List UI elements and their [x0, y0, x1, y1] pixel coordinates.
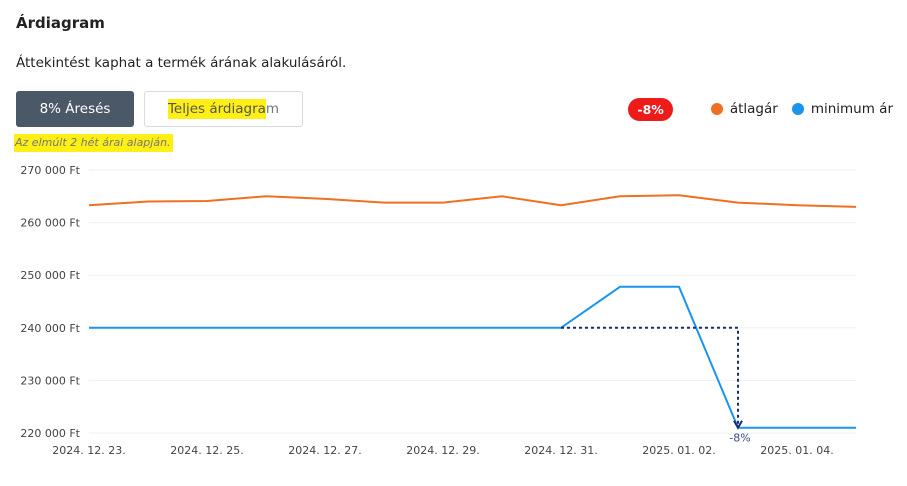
x-tick-label: 2025. 01. 04.: [760, 444, 833, 457]
minimum-dot-icon: [791, 103, 804, 115]
x-tick-label: 2024. 12. 27.: [288, 444, 361, 457]
y-tick-label: 220 000 Ft: [20, 427, 80, 440]
price-drop-button[interactable]: 8% Áresés: [16, 91, 134, 127]
page-subtitle: Áttekintést kaphat a termék árának alaku…: [16, 55, 347, 71]
minimum-price-line: [89, 285, 856, 429]
x-tick-label: 2025. 01. 02.: [642, 444, 715, 457]
average-dot-icon: [710, 103, 723, 115]
price-basis-note: Az elmúlt 2 hét árai alapján.: [14, 134, 173, 152]
y-tick-label: 240 000 Ft: [20, 322, 80, 335]
full-price-chart-button[interactable]: Teljes árdiagra m: [144, 91, 303, 127]
legend-average-label: átlagár: [729, 101, 778, 117]
drop-annotation-line: [561, 326, 739, 424]
x-tick-label: 2024. 12. 23.: [52, 444, 125, 457]
x-tick-label: 2024. 12. 29.: [406, 444, 479, 457]
x-tick-label: 2024. 12. 25.: [170, 444, 243, 457]
y-tick-label: 270 000 Ft: [20, 164, 80, 177]
legend-average[interactable]: átlagár: [710, 101, 778, 117]
drop-arrow-icon: [733, 420, 743, 430]
price-drop-button-label: 8% Áresés: [39, 101, 111, 117]
y-tick-label: 250 000 Ft: [20, 269, 80, 282]
price-drop-badge: -8%: [628, 97, 673, 121]
page-title: Árdiagram: [16, 14, 105, 32]
full-price-chart-label-highlighted: Teljes árdiagra: [167, 99, 266, 119]
drop-annotation-label: -8%: [729, 432, 750, 445]
full-price-chart-label-rest: m: [265, 101, 280, 117]
y-tick-label: 230 000 Ft: [20, 374, 80, 387]
legend-minimum-label: minimum ár: [810, 101, 893, 117]
legend-minimum[interactable]: minimum ár: [791, 101, 893, 117]
y-tick-label: 260 000 Ft: [20, 217, 80, 230]
chart-legend: -8% átlagár minimum ár: [628, 96, 893, 122]
average-price-line: [88, 194, 857, 208]
x-tick-label: 2024. 12. 31.: [524, 444, 597, 457]
